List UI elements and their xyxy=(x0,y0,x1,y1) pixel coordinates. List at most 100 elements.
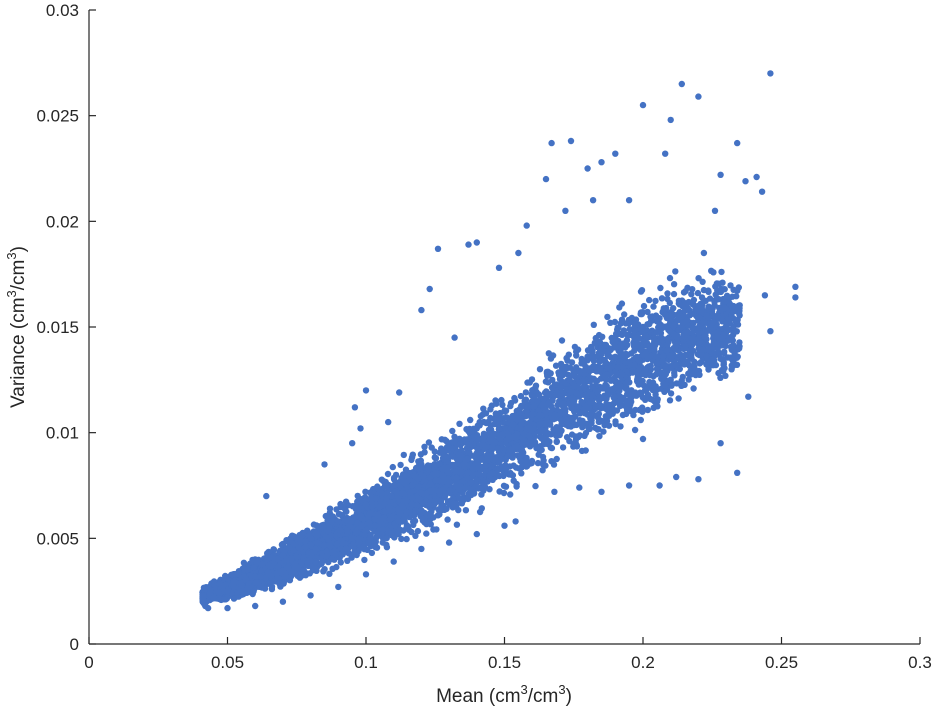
data-point xyxy=(276,580,283,587)
data-point xyxy=(410,521,417,529)
data-point xyxy=(703,361,710,368)
data-point xyxy=(528,457,536,465)
data-point xyxy=(658,295,666,302)
data-point xyxy=(681,302,689,309)
data-point xyxy=(344,557,351,564)
data-point xyxy=(468,441,475,448)
data-point xyxy=(496,451,503,459)
data-point xyxy=(558,417,565,424)
data-point xyxy=(576,391,584,398)
data-point xyxy=(507,491,514,498)
data-point xyxy=(415,483,422,490)
data-point xyxy=(492,439,499,446)
data-point xyxy=(547,355,555,362)
data-point xyxy=(601,372,608,380)
data-point xyxy=(618,316,626,323)
data-point xyxy=(412,507,419,514)
data-point xyxy=(326,505,334,512)
data-point xyxy=(691,368,699,376)
data-point xyxy=(268,583,276,590)
data-point xyxy=(690,336,697,343)
data-point xyxy=(664,290,671,297)
data-point xyxy=(482,410,490,417)
data-point xyxy=(659,352,667,360)
data-point xyxy=(433,498,440,505)
data-point xyxy=(668,382,675,389)
data-point xyxy=(456,420,463,427)
data-point xyxy=(670,305,677,312)
data-point xyxy=(570,372,578,380)
data-point xyxy=(605,352,612,359)
data-point xyxy=(438,504,445,511)
data-point xyxy=(378,476,385,483)
data-point xyxy=(253,559,260,567)
data-point xyxy=(647,362,654,370)
data-point xyxy=(439,465,446,473)
data-point xyxy=(509,454,516,461)
data-point xyxy=(409,451,416,458)
data-point xyxy=(317,525,324,532)
data-point xyxy=(587,410,595,417)
data-point xyxy=(348,543,355,550)
data-point xyxy=(617,352,624,359)
data-point xyxy=(561,410,569,417)
data-point xyxy=(453,482,460,489)
data-point xyxy=(685,376,692,383)
data-point xyxy=(446,487,454,494)
data-point xyxy=(402,466,410,473)
data-point xyxy=(578,447,586,455)
data-point xyxy=(587,343,595,351)
data-point xyxy=(459,489,466,496)
data-point xyxy=(493,400,500,407)
data-point xyxy=(675,395,682,402)
data-point xyxy=(443,505,450,513)
data-point xyxy=(451,433,458,440)
data-point xyxy=(590,321,597,328)
data-point xyxy=(566,377,573,384)
data-point xyxy=(686,312,693,319)
data-point xyxy=(646,320,653,327)
data-point xyxy=(420,515,428,523)
data-point xyxy=(518,470,525,477)
data-point xyxy=(366,519,373,527)
data-point xyxy=(643,386,650,393)
data-point xyxy=(367,490,374,497)
data-point xyxy=(657,284,664,292)
data-point xyxy=(445,475,452,483)
data-point xyxy=(644,406,651,414)
data-point xyxy=(539,453,547,461)
data-point xyxy=(513,483,520,490)
data-point xyxy=(733,328,740,335)
data-point xyxy=(681,352,688,360)
data-point xyxy=(449,427,456,435)
data-point xyxy=(555,426,562,433)
data-point xyxy=(662,371,669,378)
data-point xyxy=(502,483,510,490)
data-point xyxy=(240,559,248,566)
data-point xyxy=(714,345,721,352)
data-point xyxy=(280,580,287,587)
data-point xyxy=(400,451,407,459)
data-point xyxy=(718,268,725,276)
data-point xyxy=(531,402,538,410)
data-point xyxy=(478,455,485,462)
data-point xyxy=(624,379,631,386)
data-point xyxy=(572,433,579,440)
data-point xyxy=(667,390,675,397)
data-point xyxy=(534,459,542,467)
data-point xyxy=(474,460,482,467)
data-point xyxy=(397,461,404,469)
data-point xyxy=(614,364,622,371)
data-point xyxy=(526,432,533,439)
data-point xyxy=(392,471,400,479)
data-point xyxy=(550,461,558,468)
data-point xyxy=(544,372,551,379)
data-point xyxy=(714,296,721,303)
data-point xyxy=(666,352,673,359)
data-point xyxy=(509,421,516,428)
data-point xyxy=(417,489,425,496)
data-point xyxy=(567,423,575,430)
data-point xyxy=(441,493,448,500)
data-point xyxy=(721,365,728,372)
data-point xyxy=(651,347,658,354)
